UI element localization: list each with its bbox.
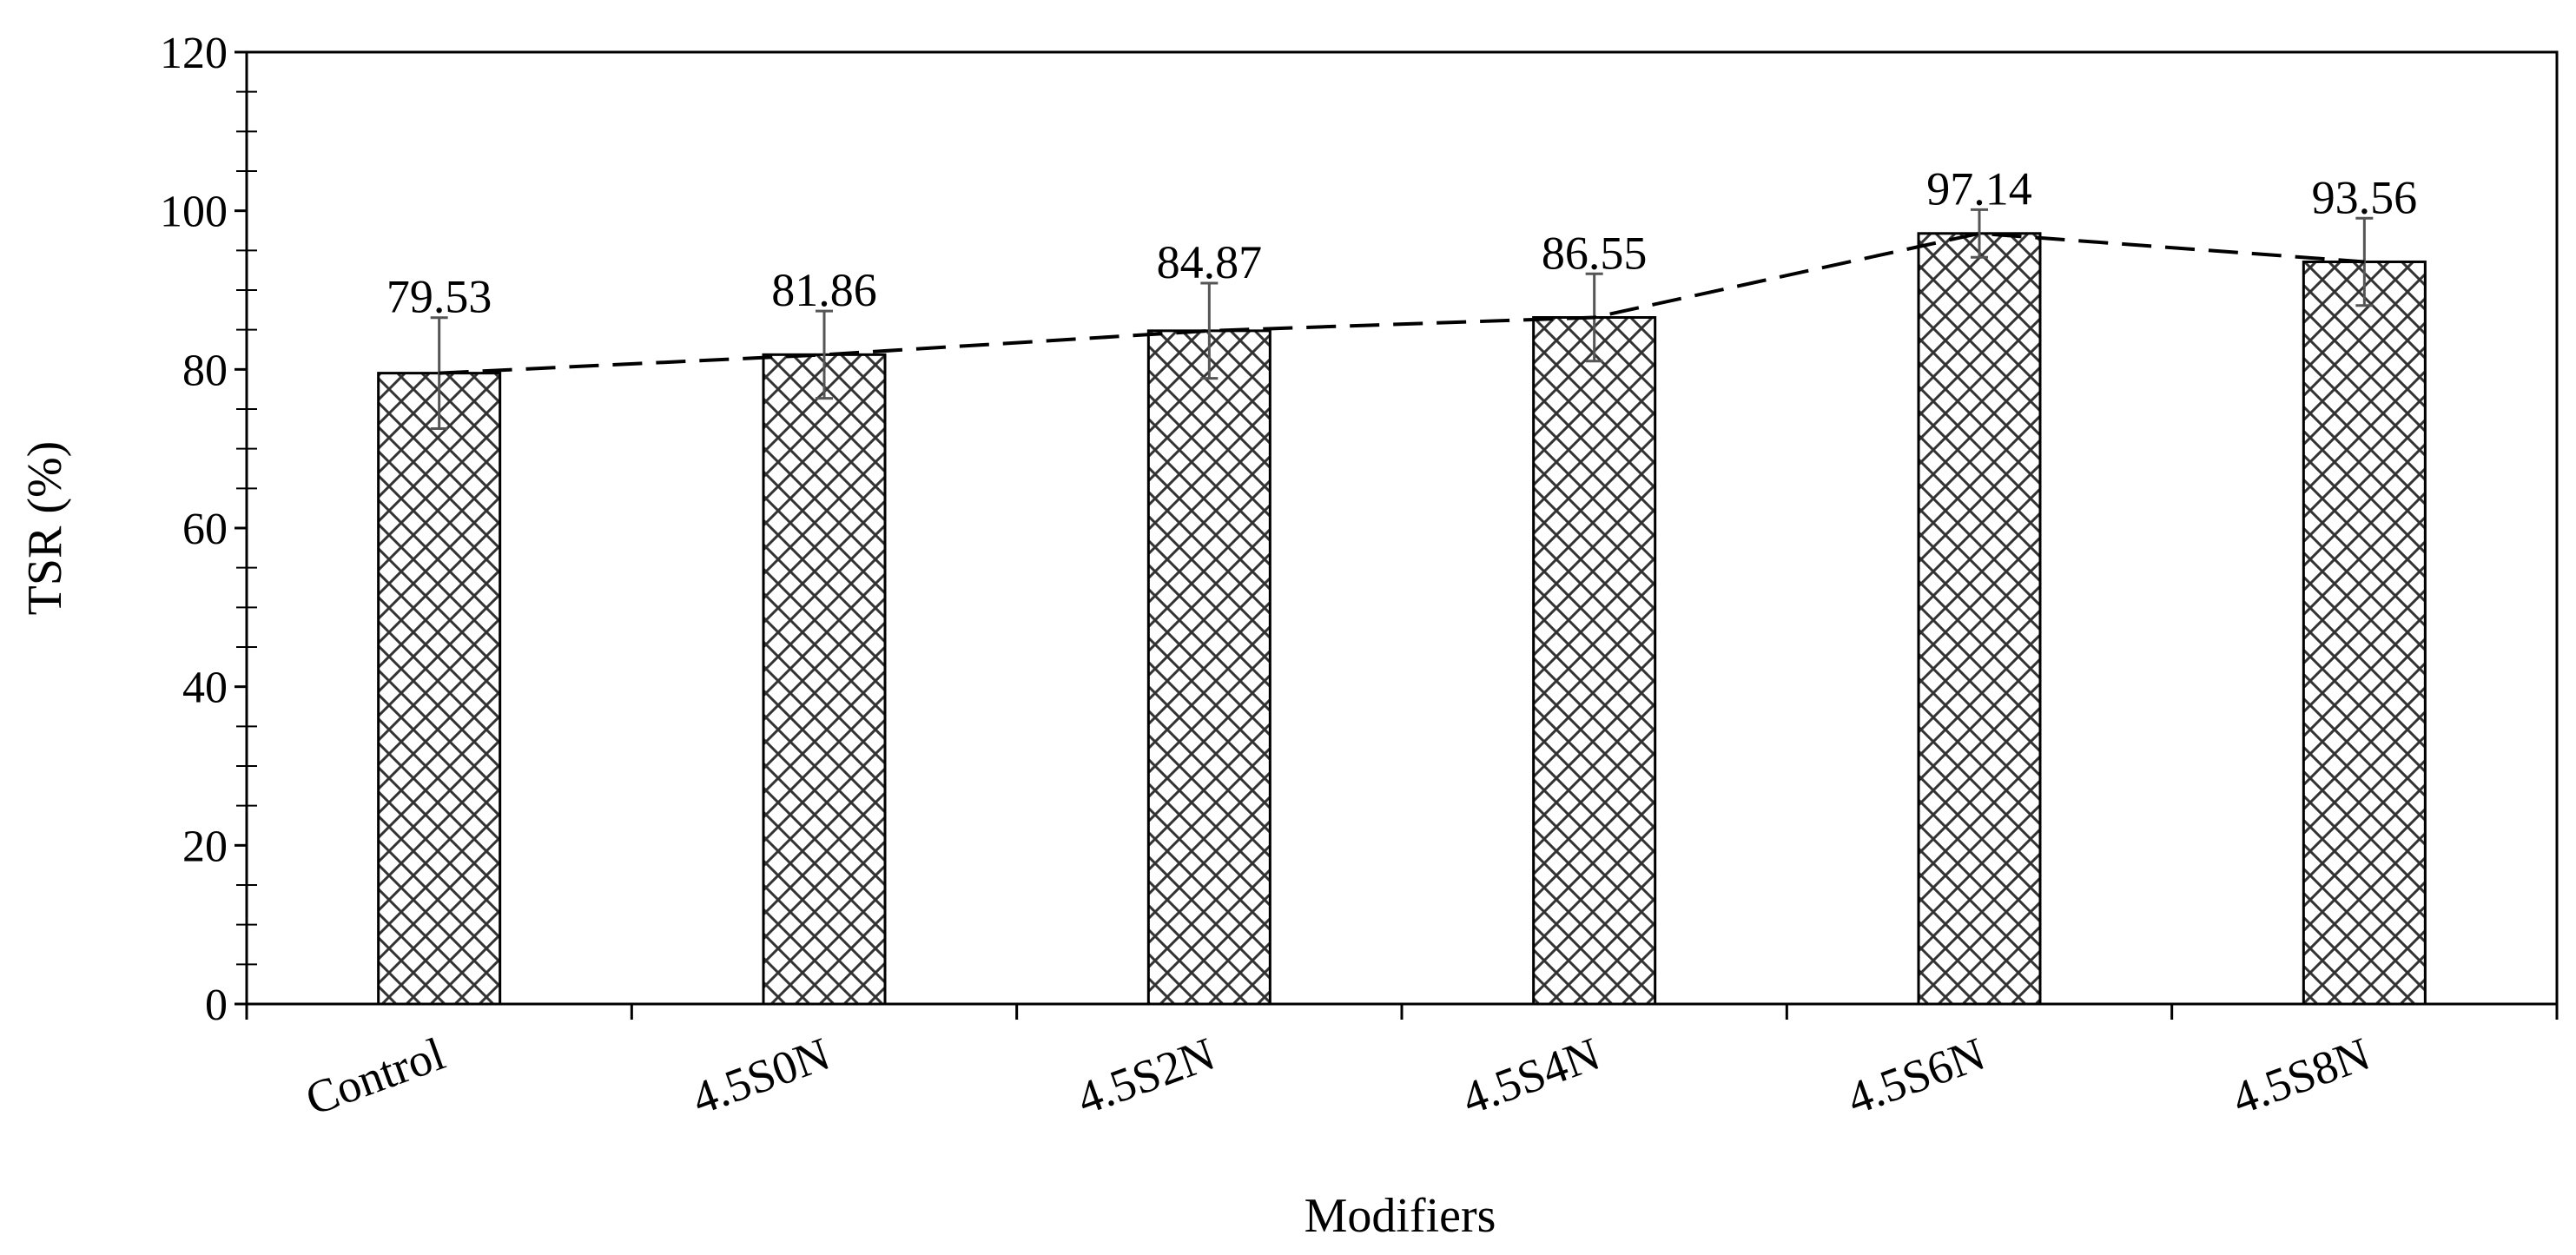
y-tick-label: 60 xyxy=(182,505,228,554)
y-axis: 0 20 40 60 80 100 120 xyxy=(160,29,257,1030)
data-label: 79.53 xyxy=(386,271,492,323)
trend-line xyxy=(439,231,2365,375)
bars xyxy=(377,232,2427,1006)
data-labels: 79.53 81.86 84.87 86.55 97.14 93.56 xyxy=(386,162,2417,322)
data-label: 97.14 xyxy=(1926,162,2032,215)
data-label: 81.86 xyxy=(771,264,877,316)
x-category-label: 4.5S6N xyxy=(1840,1027,1991,1125)
y-tick-label: 80 xyxy=(182,346,228,395)
x-category-label: 4.5S2N xyxy=(1070,1027,1221,1125)
x-category-label: 4.5S8N xyxy=(2225,1027,2376,1125)
x-category-label: Control xyxy=(299,1027,452,1126)
trend-polyline xyxy=(439,231,2365,375)
bar-4.5S8N xyxy=(2302,260,2427,1006)
y-axis-title: TSR (%) xyxy=(18,441,72,616)
data-label: 84.87 xyxy=(1157,236,1263,288)
data-label: 93.56 xyxy=(2312,171,2418,223)
y-tick-label: 100 xyxy=(160,188,228,237)
y-tick-label: 120 xyxy=(160,29,228,78)
y-tick-label: 40 xyxy=(182,664,228,713)
data-label: 86.55 xyxy=(1542,227,1648,279)
x-axis-title: Modifiers xyxy=(1305,1189,1496,1243)
y-tick-label: 20 xyxy=(182,822,228,871)
y-tick-label: 0 xyxy=(205,981,228,1030)
x-axis: Control 4.5S0N 4.5S2N 4.5S4N 4.5S6N 4.5S8N xyxy=(245,1004,2559,1126)
bar-4.5S0N xyxy=(762,353,887,1006)
bar-4.5S4N xyxy=(1532,316,1657,1006)
x-category-label: 4.5S4N xyxy=(1456,1027,1607,1125)
plot-frame xyxy=(245,50,2559,1006)
bar-4.5S6N xyxy=(1917,232,2042,1006)
bar-Control xyxy=(377,372,502,1006)
bar-4.5S2N xyxy=(1146,329,1271,1006)
x-category-label: 4.5S0N xyxy=(685,1027,836,1125)
